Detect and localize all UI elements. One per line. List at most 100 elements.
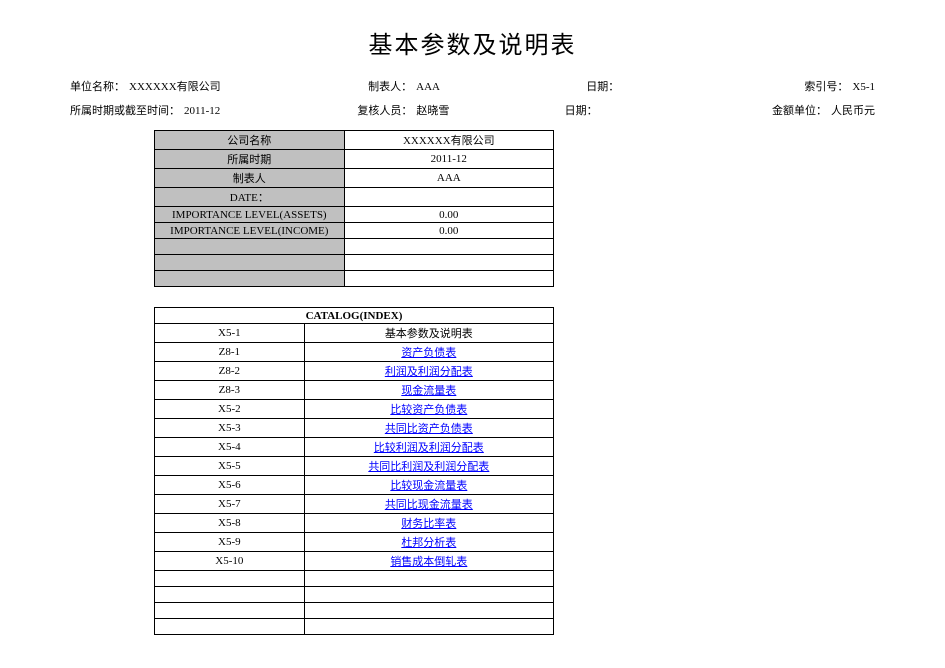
catalog-code-cell: X5-9 <box>155 533 305 552</box>
catalog-code-cell: X5-10 <box>155 552 305 571</box>
reviewer-label: 复核人员： <box>357 105 412 117</box>
params-row: IMPORTANCE LEVEL(ASSETS)0.00 <box>155 207 554 223</box>
params-value-cell: AAA <box>344 169 553 188</box>
catalog-link[interactable]: 现金流量表 <box>401 385 456 397</box>
currency-value: 人民币元 <box>831 105 875 117</box>
index-field: 索引号： X5-1 <box>804 78 875 94</box>
reviewer-field: 复核人员： 赵晓雪 <box>357 102 507 118</box>
empty-cell <box>344 239 553 255</box>
catalog-row: X5-2 比较资产负债表 <box>155 400 554 419</box>
empty-cell <box>344 271 553 287</box>
catalog-link[interactable]: 比较利润及利润分配表 <box>374 442 484 454</box>
params-row: 公司名称XXXXXX有限公司 <box>155 131 554 150</box>
empty-cell <box>304 619 553 635</box>
date2-field: 日期： <box>565 102 715 118</box>
empty-cell <box>344 255 553 271</box>
catalog-name-cell[interactable]: 比较资产负债表 <box>304 400 553 419</box>
params-empty-row <box>155 239 554 255</box>
params-row: IMPORTANCE LEVEL(INCOME)0.00 <box>155 223 554 239</box>
catalog-link[interactable]: 资产负债表 <box>401 347 456 359</box>
catalog-row: X5-9 杜邦分析表 <box>155 533 554 552</box>
catalog-name-cell[interactable]: 现金流量表 <box>304 381 553 400</box>
catalog-code-cell: Z8-3 <box>155 381 305 400</box>
catalog-row: X5-3 共同比资产负债表 <box>155 419 554 438</box>
params-label-cell: 制表人 <box>155 169 345 188</box>
params-row: 制表人AAA <box>155 169 554 188</box>
reviewer-value: 赵晓雪 <box>416 105 449 117</box>
catalog-link[interactable]: 共同比利润及利润分配表 <box>368 461 489 473</box>
empty-cell <box>304 603 553 619</box>
unit-name-value: XXXXXX有限公司 <box>129 81 221 93</box>
params-row: 所属时期2011-12 <box>155 150 554 169</box>
catalog-name-cell[interactable]: 资产负债表 <box>304 343 553 362</box>
catalog-link[interactable]: 比较现金流量表 <box>390 480 467 492</box>
catalog-name-cell[interactable]: 利润及利润分配表 <box>304 362 553 381</box>
params-value-cell: 2011-12 <box>344 150 553 169</box>
empty-cell <box>304 571 553 587</box>
catalog-link[interactable]: 共同比现金流量表 <box>385 499 473 511</box>
catalog-row: X5-4比较利润及利润分配表 <box>155 438 554 457</box>
params-table: 公司名称XXXXXX有限公司所属时期2011-12制表人AAADATE：IMPO… <box>154 130 554 287</box>
catalog-empty-row <box>155 603 554 619</box>
catalog-empty-row <box>155 619 554 635</box>
params-label-cell: DATE： <box>155 188 345 207</box>
preparer-field: 制表人： AAA <box>368 78 518 94</box>
params-empty-row <box>155 271 554 287</box>
catalog-row: X5-6 比较现金流量表 <box>155 476 554 495</box>
catalog-code-cell: Z8-1 <box>155 343 305 362</box>
catalog-code-cell: X5-6 <box>155 476 305 495</box>
date2-label: 日期： <box>565 105 598 117</box>
catalog-row: Z8-1 资产负债表 <box>155 343 554 362</box>
empty-cell <box>155 239 345 255</box>
catalog-name-cell: 基本参数及说明表 <box>304 324 553 343</box>
catalog-link[interactable]: 利润及利润分配表 <box>385 366 473 378</box>
catalog-header-row: CATALOG(INDEX) <box>155 308 554 324</box>
params-label-cell: IMPORTANCE LEVEL(INCOME) <box>155 223 345 239</box>
catalog-name-cell[interactable]: 共同比资产负债表 <box>304 419 553 438</box>
catalog-link[interactable]: 共同比资产负债表 <box>385 423 473 435</box>
catalog-name-cell[interactable]: 杜邦分析表 <box>304 533 553 552</box>
params-value-cell: 0.00 <box>344 207 553 223</box>
catalog-row: X5-1基本参数及说明表 <box>155 324 554 343</box>
empty-cell <box>304 587 553 603</box>
header-row-1: 单位名称： XXXXXX有限公司 制表人： AAA 日期： 索引号： X5-1 <box>70 78 875 94</box>
unit-name-field: 单位名称： XXXXXX有限公司 <box>70 78 300 94</box>
catalog-name-cell[interactable]: 销售成本倒轧表 <box>304 552 553 571</box>
empty-cell <box>155 571 305 587</box>
preparer-value: AAA <box>416 81 440 93</box>
catalog-name-cell[interactable]: 共同比现金流量表 <box>304 495 553 514</box>
params-label-cell: 所属时期 <box>155 150 345 169</box>
catalog-row: X5-8 财务比率表 <box>155 514 554 533</box>
catalog-name-cell[interactable]: 财务比率表 <box>304 514 553 533</box>
catalog-code-cell: Z8-2 <box>155 362 305 381</box>
params-row: DATE： <box>155 188 554 207</box>
catalog-empty-row <box>155 571 554 587</box>
index-label: 索引号： <box>804 81 848 93</box>
catalog-name-cell[interactable]: 比较现金流量表 <box>304 476 553 495</box>
catalog-link[interactable]: 销售成本倒轧表 <box>390 556 467 568</box>
catalog-row: Z8-2 利润及利润分配表 <box>155 362 554 381</box>
empty-cell <box>155 587 305 603</box>
catalog-link[interactable]: 杜邦分析表 <box>401 537 456 549</box>
catalog-code-cell: X5-3 <box>155 419 305 438</box>
catalog-empty-row <box>155 587 554 603</box>
tables-wrapper: 公司名称XXXXXX有限公司所属时期2011-12制表人AAADATE：IMPO… <box>154 130 875 635</box>
period-field: 所属时期或截至时间：2011-12 <box>70 102 300 118</box>
preparer-label: 制表人： <box>368 81 412 93</box>
catalog-code-cell: X5-2 <box>155 400 305 419</box>
date1-label: 日期： <box>586 81 619 93</box>
catalog-code-cell: X5-7 <box>155 495 305 514</box>
params-value-cell: XXXXXX有限公司 <box>344 131 553 150</box>
catalog-name-cell[interactable]: 共同比利润及利润分配表 <box>304 457 553 476</box>
catalog-row: X5-5共同比利润及利润分配表 <box>155 457 554 476</box>
catalog-table: CATALOG(INDEX)X5-1基本参数及说明表Z8-1 资产负债表 Z8-2 利… <box>154 307 554 635</box>
catalog-link[interactable]: 比较资产负债表 <box>390 404 467 416</box>
unit-name-label: 单位名称： <box>70 81 125 93</box>
catalog-name-cell[interactable]: 比较利润及利润分配表 <box>304 438 553 457</box>
catalog-code-cell: X5-8 <box>155 514 305 533</box>
catalog-link[interactable]: 财务比率表 <box>401 518 456 530</box>
date1-field: 日期： <box>586 78 736 94</box>
index-value: X5-1 <box>852 81 875 93</box>
catalog-code-cell: X5-1 <box>155 324 305 343</box>
catalog-row: X5-7 共同比现金流量表 <box>155 495 554 514</box>
